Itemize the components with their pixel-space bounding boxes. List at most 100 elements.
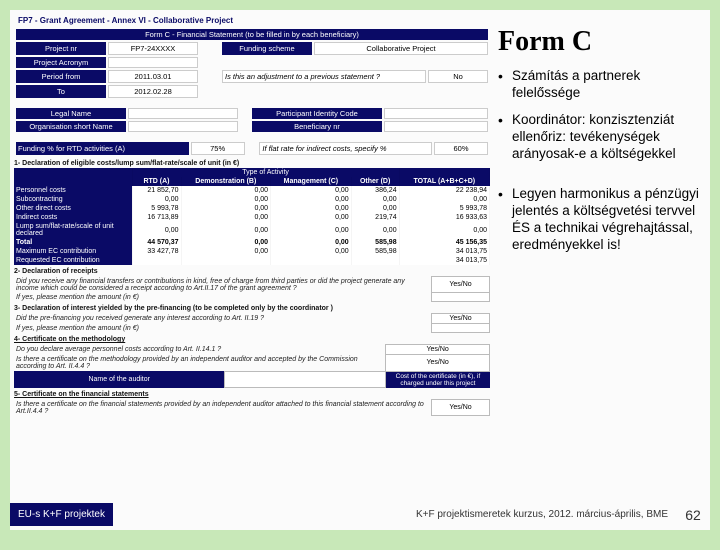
cell: 0,00 (351, 204, 399, 213)
s3-q2: If yes, please mention the amount (in €) (14, 324, 432, 333)
lbl-org: Organisation short Name (16, 121, 126, 132)
val-funding-scheme: Collaborative Project (314, 42, 488, 55)
col-h: Demonstration (B) (181, 177, 271, 186)
cell (351, 256, 399, 265)
cell: 5 993,78 (132, 204, 181, 213)
slide-title: Form C (498, 26, 706, 58)
cell: 0,00 (399, 222, 489, 238)
s5-table: Is there a certificate on the financial … (14, 399, 490, 416)
lbl-funding-scheme: Funding scheme (222, 42, 312, 55)
row-lbl: Total (14, 238, 132, 247)
s2-q: Did you receive any financial transfers … (14, 277, 432, 293)
footer-page: 62 (676, 507, 710, 523)
cell: 16 713,89 (132, 213, 181, 222)
footer-box: EU-s K+F projektek (10, 503, 113, 526)
activity-table: Type of Activity RTD (A)Demonstration (B… (14, 168, 490, 265)
row-lbl: Subcontracting (14, 195, 132, 204)
s4-table: Do you declare average personnel costs a… (14, 344, 490, 388)
cell (132, 256, 181, 265)
col-super: Type of Activity (132, 168, 399, 177)
s5-yn: Yes/No (432, 400, 490, 416)
cell: 0,00 (132, 222, 181, 238)
val-fundpct: 75% (191, 142, 245, 155)
s2-yn: Yes/No (432, 277, 490, 293)
cell: 585,98 (351, 238, 399, 247)
cell: 0,00 (271, 195, 352, 204)
cell: 34 013,75 (399, 247, 489, 256)
cell: 0,00 (181, 238, 271, 247)
section-5: 5- Certificate on the financial statemen… (14, 391, 490, 398)
col-h: TOTAL (A+B+C+D) (399, 177, 489, 186)
lbl-fundpct: Funding % for RTD activities (A) (16, 142, 189, 155)
cell: 0,00 (181, 186, 271, 195)
cell: 0,00 (399, 195, 489, 204)
cell: 0,00 (271, 213, 352, 222)
lbl-ben: Beneficiary nr (252, 121, 382, 132)
section-3: 3- Declaration of interest yielded by th… (14, 305, 490, 312)
s4-yn1: Yes/No (386, 345, 490, 355)
lbl-pic: Participant Identity Code (252, 108, 382, 119)
cell (271, 256, 352, 265)
s4-q2: Is there a certificate on the methodolog… (14, 355, 386, 372)
form-image: FP7 - Grant Agreement - Annex VI - Colla… (14, 14, 490, 416)
form-header-table: Form C - Financial Statement (to be fill… (14, 27, 490, 100)
bullet-list-2: Legyen harmonikus a pénzügyi jelentés a … (498, 186, 706, 254)
s4-yn2: Yes/No (386, 355, 490, 372)
cell: 0,00 (351, 222, 399, 238)
row-lbl: Lump sum/flat-rate/scale of unit declare… (14, 222, 132, 238)
section-2: 2- Declaration of receipts (14, 268, 490, 275)
row-lbl: Other direct costs (14, 204, 132, 213)
lbl-to: To (16, 85, 106, 98)
cell: 219,74 (351, 213, 399, 222)
s5-q: Is there a certificate on the financial … (14, 400, 432, 416)
section-1: 1- Declaration of eligible costs/lump su… (14, 160, 490, 167)
s3-yn: Yes/No (432, 314, 490, 324)
col-h: Other (D) (351, 177, 399, 186)
cell: 0,00 (132, 195, 181, 204)
s4-name: Name of the auditor (14, 371, 225, 388)
s4-cost: Cost of the certificate (in €), if charg… (386, 371, 490, 388)
s3-table: Did the pre-financing you received gener… (14, 313, 490, 333)
form-sub: Form C - Financial Statement (to be fill… (16, 29, 488, 40)
s2-table: Did you receive any financial transfers … (14, 276, 490, 302)
row-lbl: Requested EC contribution (14, 256, 132, 265)
cell: 0,00 (271, 204, 352, 213)
form-header-title: FP7 - Grant Agreement - Annex VI - Colla… (14, 14, 490, 27)
lbl-adjust: Is this an adjustment to a previous stat… (222, 70, 426, 83)
val-to: 2012.02.28 (108, 85, 198, 98)
lbl-legal: Legal Name (16, 108, 126, 119)
val-flat: 60% (434, 142, 488, 155)
footer-mid: K+F projektismeretek kurzus, 2012. márci… (113, 509, 676, 520)
bullet-2: Koordinátor: konzisztenziát ellenőriz: t… (498, 112, 706, 163)
cell: 0,00 (271, 186, 352, 195)
section-4: 4- Certificate on the methodology (14, 336, 490, 343)
cell: 0,00 (351, 195, 399, 204)
cell: 44 570,37 (132, 238, 181, 247)
val-adjust: No (428, 70, 488, 83)
cell: 0,00 (181, 204, 271, 213)
cell: 0,00 (271, 222, 352, 238)
cell: 0,00 (181, 213, 271, 222)
row-lbl: Personnel costs (14, 186, 132, 195)
col-h: RTD (A) (132, 177, 181, 186)
cell: 585,98 (351, 247, 399, 256)
cell: 45 156,35 (399, 238, 489, 247)
cell: 33 427,78 (132, 247, 181, 256)
lbl-from: Period from (16, 70, 106, 83)
legal-table: Legal Name Participant Identity Code Org… (14, 106, 490, 134)
bullet-list: Számítás a partnerek felelőssége Koordin… (498, 68, 706, 162)
val-project-nr: FP7-24XXXX (108, 42, 198, 55)
cell (181, 256, 271, 265)
footer: EU-s K+F projektek K+F projektismeretek … (10, 503, 710, 526)
cell: 0,00 (271, 247, 352, 256)
cell: 386,24 (351, 186, 399, 195)
s3-q: Did the pre-financing you received gener… (14, 314, 432, 324)
funding-table: Funding % for RTD activities (A) 75% If … (14, 140, 490, 157)
cell: 0,00 (271, 238, 352, 247)
s2-q2: If yes, please mention the amount (in €) (14, 293, 432, 302)
cell: 21 852,70 (132, 186, 181, 195)
val-from: 2011.03.01 (108, 70, 198, 83)
cell: 0,00 (181, 222, 271, 238)
bullet-3: Legyen harmonikus a pénzügyi jelentés a … (498, 186, 706, 254)
row-lbl: Maximum EC contribution (14, 247, 132, 256)
